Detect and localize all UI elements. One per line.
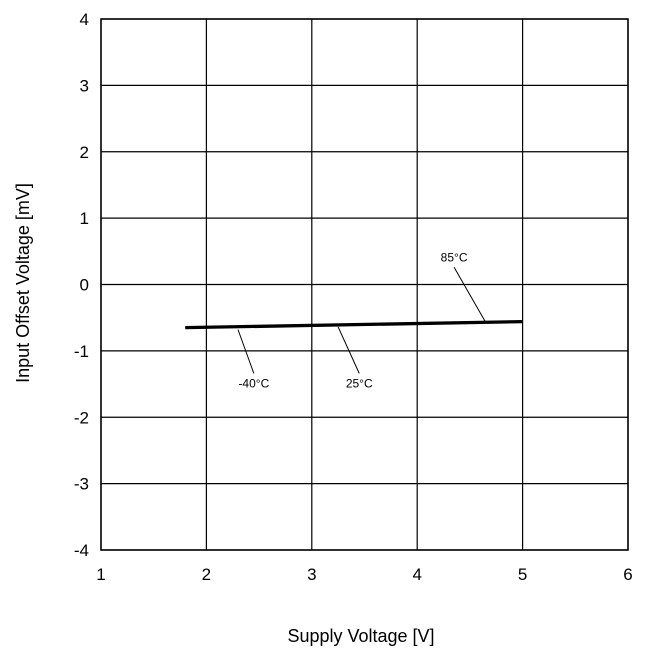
x-tick-label: 2 [202, 565, 211, 584]
y-tick-label: -4 [74, 541, 89, 560]
x-tick-label: 4 [412, 565, 421, 584]
y-tick-label: 4 [80, 10, 89, 29]
annotation-label: 25°C [346, 376, 373, 390]
annotation-leader [337, 326, 360, 374]
grid [100, 18, 629, 551]
y-tick-label: -3 [74, 475, 89, 494]
annotation-leader [237, 329, 255, 374]
annotations: -40°C 25°C 85°C [237, 250, 487, 390]
y-tick-label: 0 [80, 276, 89, 295]
series [185, 320, 523, 330]
series-line [185, 320, 523, 328]
x-tick-label: 1 [96, 565, 105, 584]
y-tick-label: -2 [74, 408, 89, 427]
x-tick-label: 6 [623, 565, 632, 584]
annotation-label: -40°C [238, 376, 269, 390]
y-axis-label: Input Offset Voltage [mV] [13, 183, 33, 383]
annotation-label: 85°C [441, 250, 468, 264]
annotation-leader [453, 267, 487, 323]
y-tick-label: 3 [80, 76, 89, 95]
x-tick-label: 5 [518, 565, 527, 584]
y-tick-label: 1 [80, 209, 89, 228]
tick-labels: 1 2 3 4 5 6 -4 -3 -2 -1 0 1 2 3 4 [74, 10, 633, 584]
series-line [185, 321, 523, 330]
x-axis-label: Supply Voltage [V] [287, 626, 434, 646]
x-tick-label: 3 [307, 565, 316, 584]
y-tick-label: -1 [74, 342, 89, 361]
plot-frame [100, 18, 629, 551]
y-tick-label: 2 [80, 143, 89, 162]
